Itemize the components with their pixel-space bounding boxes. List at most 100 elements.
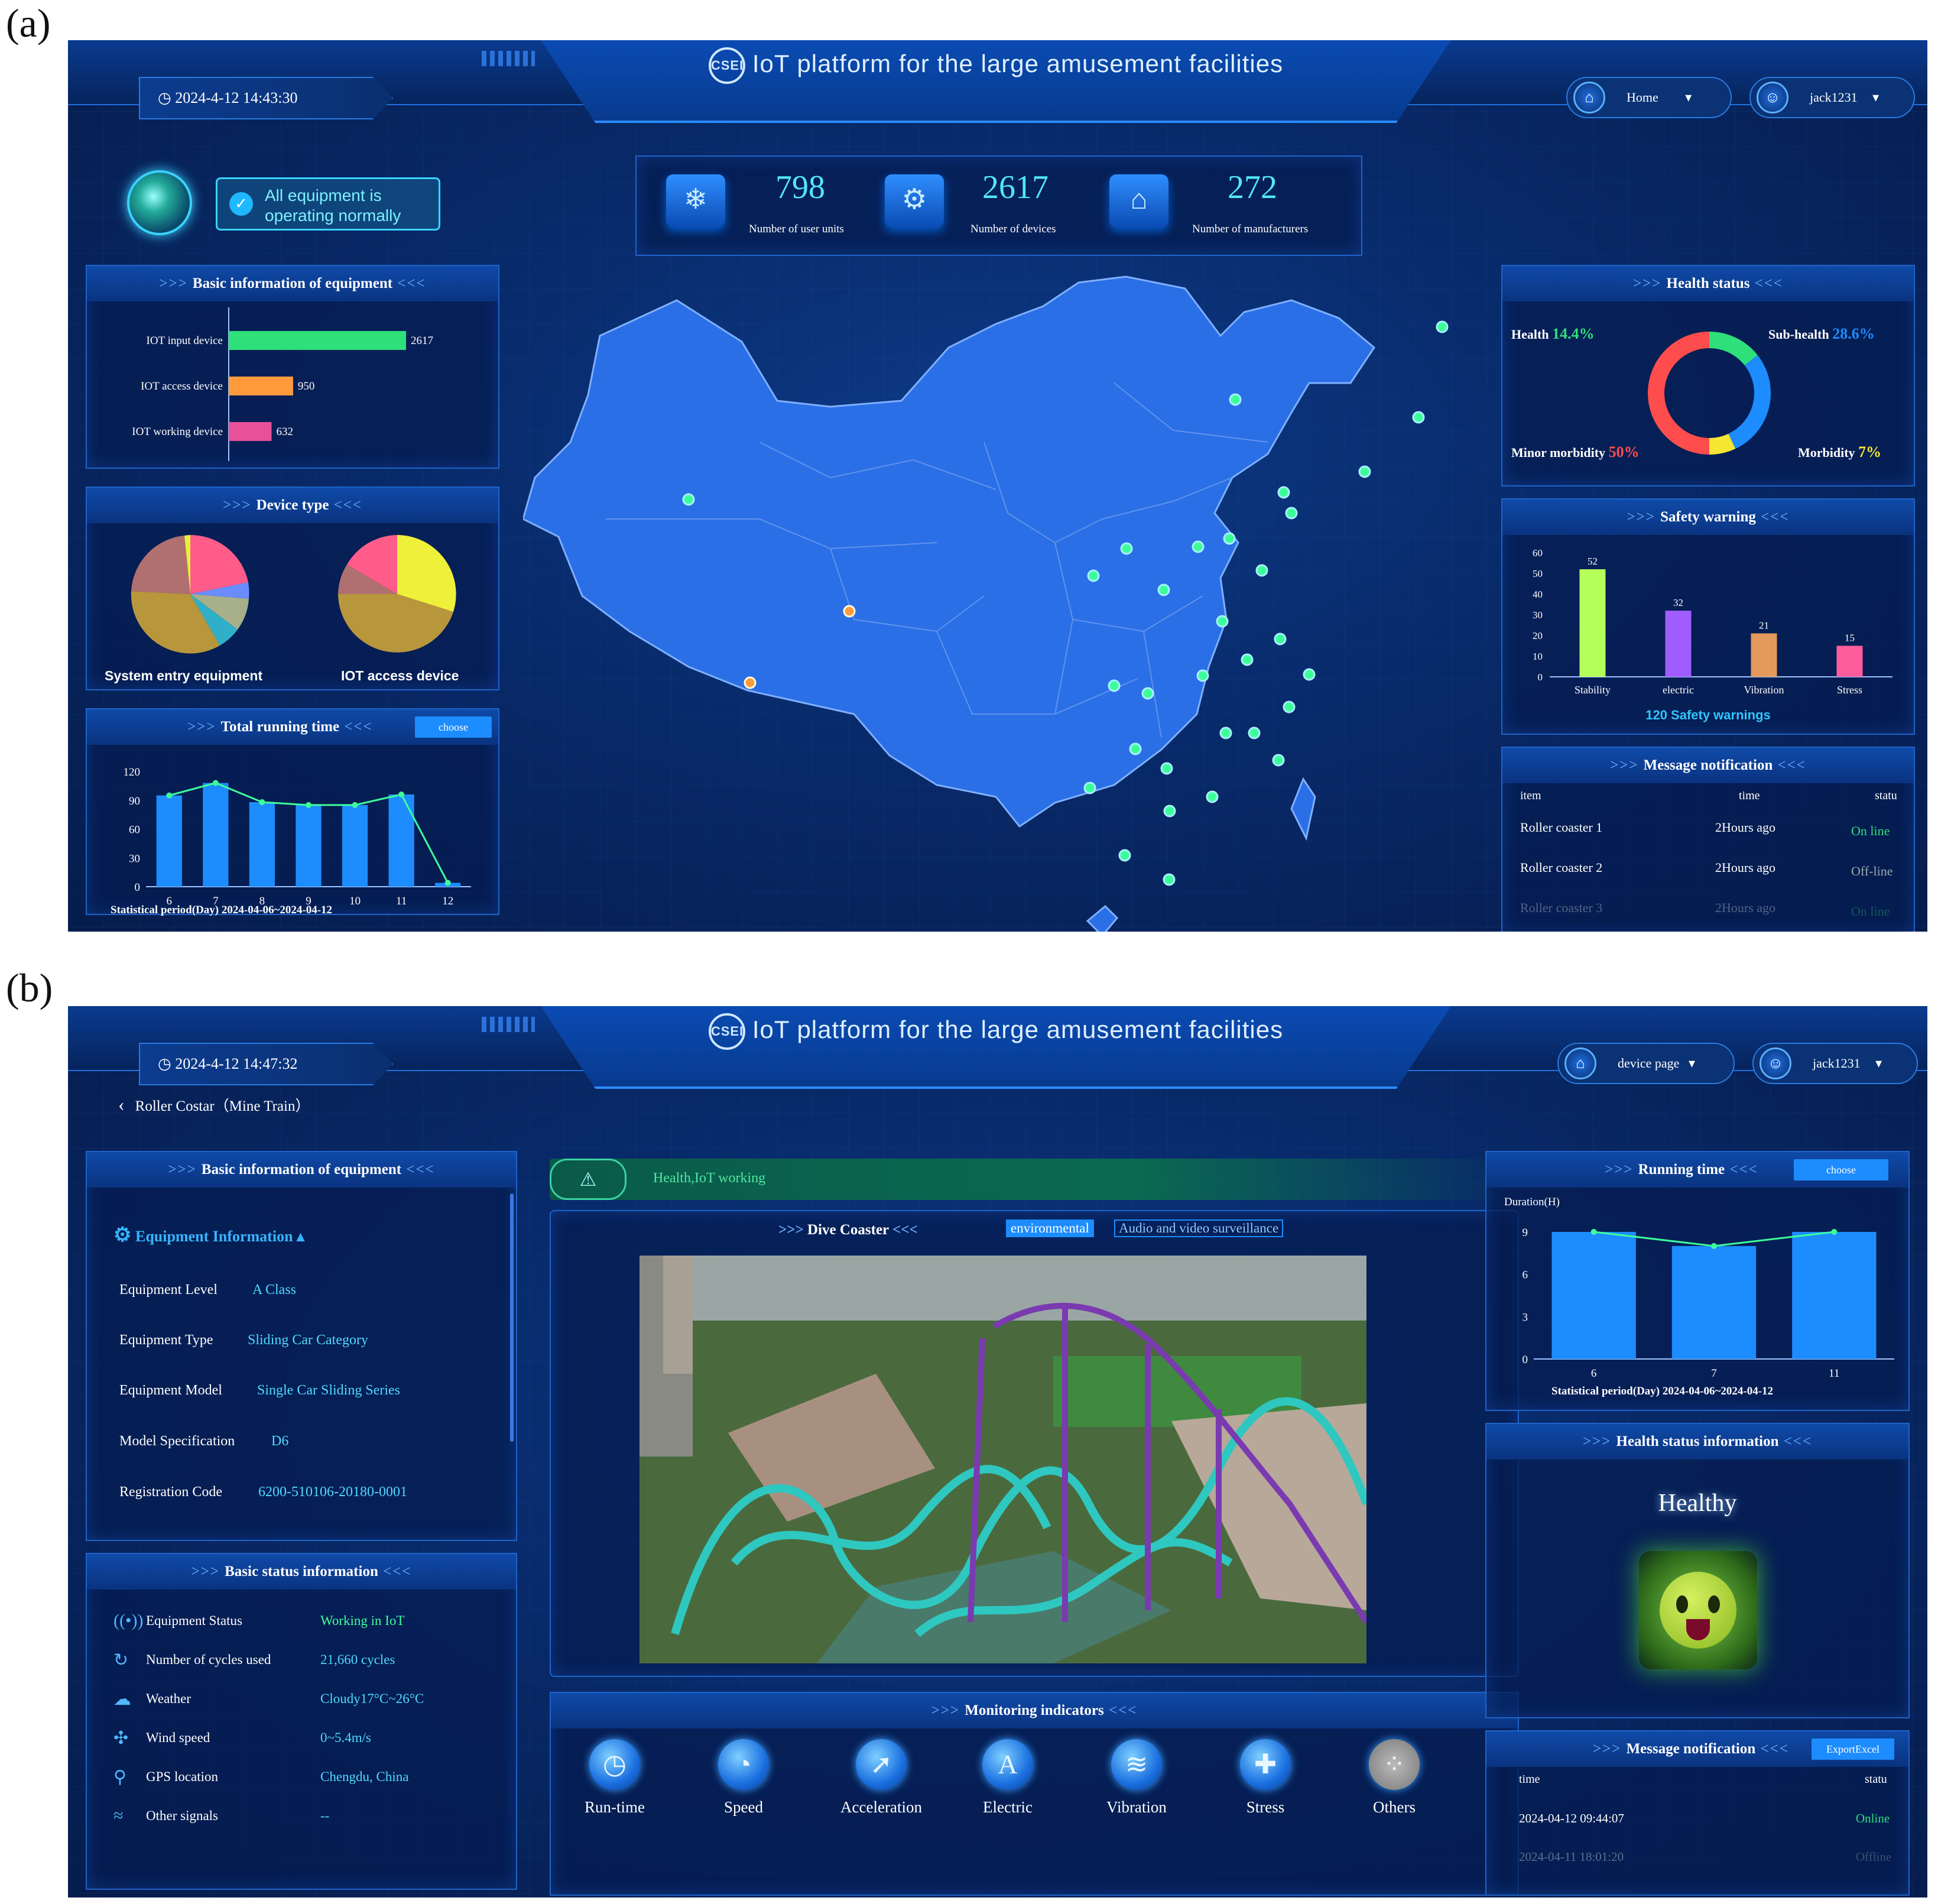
scrollbar[interactable]: [510, 1193, 514, 1442]
track-teal: [671, 1397, 1366, 1637]
panel-title: Message notification: [1626, 1741, 1756, 1757]
y-axis-label: Duration(H): [1504, 1196, 1560, 1208]
health-status-text: Healthy: [1658, 1490, 1737, 1517]
electric-indicator[interactable]: A Electric: [969, 1739, 1046, 1817]
bar: [1671, 1245, 1757, 1359]
runtime-indicator[interactable]: ◷ Run-time: [576, 1739, 653, 1817]
map-point: [1277, 486, 1290, 499]
donut-slice: [1648, 332, 1710, 455]
status-value: Working in IoT: [320, 1613, 405, 1628]
smiley-face-icon: [1639, 1551, 1757, 1669]
x-tick-label: 6: [167, 895, 173, 907]
equipment-icon: ⚙: [113, 1224, 132, 1246]
stress-indicator[interactable]: ✚ Stress: [1227, 1739, 1304, 1817]
y-tick-label: 6: [1523, 1269, 1528, 1282]
smiley-eye: [1676, 1595, 1688, 1613]
map-point: [1412, 411, 1425, 424]
export-excel-button[interactable]: ExportExcel: [1812, 1738, 1894, 1760]
pie-slice: [131, 591, 220, 654]
coaster-video-frame[interactable]: [639, 1256, 1366, 1663]
stats-header: ❄ 798 Number of user units ⚙ 2617 Number…: [635, 155, 1362, 256]
pie-slice: [190, 535, 248, 594]
smiley-mouth: [1686, 1619, 1710, 1640]
others-indicator[interactable]: ⁘ Others: [1356, 1739, 1433, 1817]
map-point: [1196, 669, 1209, 682]
devices-icon: ⚙: [885, 174, 944, 228]
safety-warning-panel: >>> Safety warning <<< 0 10 20 30 40 50 60 52 St…: [1501, 498, 1915, 735]
vibration-icon: ≋: [1111, 1739, 1162, 1790]
home-nav-button[interactable]: ⌂ Home ▾: [1566, 77, 1732, 118]
map-shape: [1290, 777, 1316, 841]
video-scene: [639, 1256, 1366, 1321]
bar: [203, 783, 229, 887]
bar: [1836, 646, 1863, 677]
choose-button[interactable]: choose: [1794, 1159, 1888, 1180]
panel-title: Health status: [1666, 275, 1750, 291]
pie-slice: [338, 594, 453, 653]
y-tick-label: 0: [135, 881, 141, 894]
breadcrumb[interactable]: ‹ Roller Costar（Mine Train）: [118, 1094, 310, 1115]
panel-title: Device type: [256, 497, 329, 513]
x-tick-label: 8: [259, 895, 265, 907]
title-banner: CSEI IoT platform for the large amusement…: [541, 1006, 1451, 1089]
video-panel: >>> Dive Coaster <<< environmental Audio…: [550, 1210, 1519, 1677]
pie-slice: [347, 535, 397, 594]
speed-indicator[interactable]: ◔ Speed: [705, 1739, 782, 1817]
status-badge: Off-line: [1851, 864, 1893, 878]
pie-label: IOT access device: [341, 668, 459, 683]
acceleration-indicator[interactable]: ➚ Acceleration: [834, 1739, 929, 1817]
status-badge: Online: [1856, 1811, 1890, 1825]
y-tick-label: 10: [1533, 651, 1543, 662]
panel-title: Running time: [1638, 1162, 1725, 1178]
equipment-info-section[interactable]: ⚙ Equipment Information ▴: [113, 1224, 305, 1246]
status-value: 21,660 cycles: [320, 1652, 395, 1667]
health-status-panel: >>> Health status <<< Health 14.4% Sub-h…: [1501, 265, 1915, 486]
check-circle-icon: ✓: [229, 192, 253, 216]
trend-point: [1831, 1229, 1838, 1235]
tab-environmental[interactable]: environmental: [1006, 1219, 1094, 1237]
map-point: [1216, 615, 1229, 628]
device-page-nav-button[interactable]: ⌂ device page ▾: [1557, 1043, 1735, 1084]
status-badge: On line: [1851, 904, 1890, 919]
trend-point: [1711, 1243, 1717, 1249]
map-point: [1241, 653, 1254, 666]
map-point: [1283, 700, 1296, 713]
app-title: IoT platform for the large amusement fac…: [752, 50, 1284, 78]
x-tick-label: Stability: [1575, 684, 1611, 696]
bar: [229, 331, 406, 350]
smiley-face-shape: [1660, 1572, 1736, 1649]
y-tick-label: 30: [129, 852, 140, 865]
panel-title: Total running time: [220, 719, 340, 735]
bar-value: 950: [298, 380, 315, 393]
user-menu-button[interactable]: ☺ jack1231 ▾: [1749, 77, 1915, 118]
x-tick-label: electric: [1663, 684, 1694, 696]
x-tick-label: Vibration: [1744, 684, 1784, 696]
user-menu-button[interactable]: ☺ jack1231 ▾: [1752, 1043, 1918, 1084]
system-entry-pie: [131, 535, 249, 654]
alarm-icon: ⚠: [550, 1159, 626, 1200]
clock-icon: ◷: [589, 1739, 640, 1790]
x-tick-label: 7: [1711, 1367, 1717, 1380]
choose-button[interactable]: choose: [415, 716, 492, 738]
trend-point: [444, 880, 451, 886]
smiley-eye: [1708, 1595, 1720, 1613]
trend-point: [166, 792, 173, 799]
bar: [1551, 1232, 1636, 1359]
tab-audio-video[interactable]: Audio and video surveillance: [1114, 1219, 1284, 1237]
panel-title: Monitoring indicators: [965, 1702, 1104, 1718]
panel-title: Basic information of equipment: [192, 275, 393, 291]
running-time-chart: 0 3 6 9 6 7 11 Duration(H) Statistical period(Da…: [1504, 1196, 1894, 1397]
vibration-indicator[interactable]: ≋ Vibration: [1098, 1739, 1175, 1817]
y-tick-label: 30: [1533, 609, 1543, 621]
map-shape: [523, 275, 1375, 828]
map-point: [1118, 849, 1131, 862]
cloud-icon: ☁: [113, 1689, 131, 1709]
pie-slice: [184, 535, 190, 594]
y-tick-label: 90: [129, 795, 140, 807]
map-point-warning: [744, 676, 757, 689]
devices-value: 2617: [982, 169, 1048, 206]
chevron-down-icon: ▾: [1872, 90, 1879, 105]
back-arrow-icon[interactable]: ‹: [118, 1094, 125, 1115]
trend-point: [212, 780, 219, 786]
bar-label: IOT working device: [132, 426, 223, 438]
